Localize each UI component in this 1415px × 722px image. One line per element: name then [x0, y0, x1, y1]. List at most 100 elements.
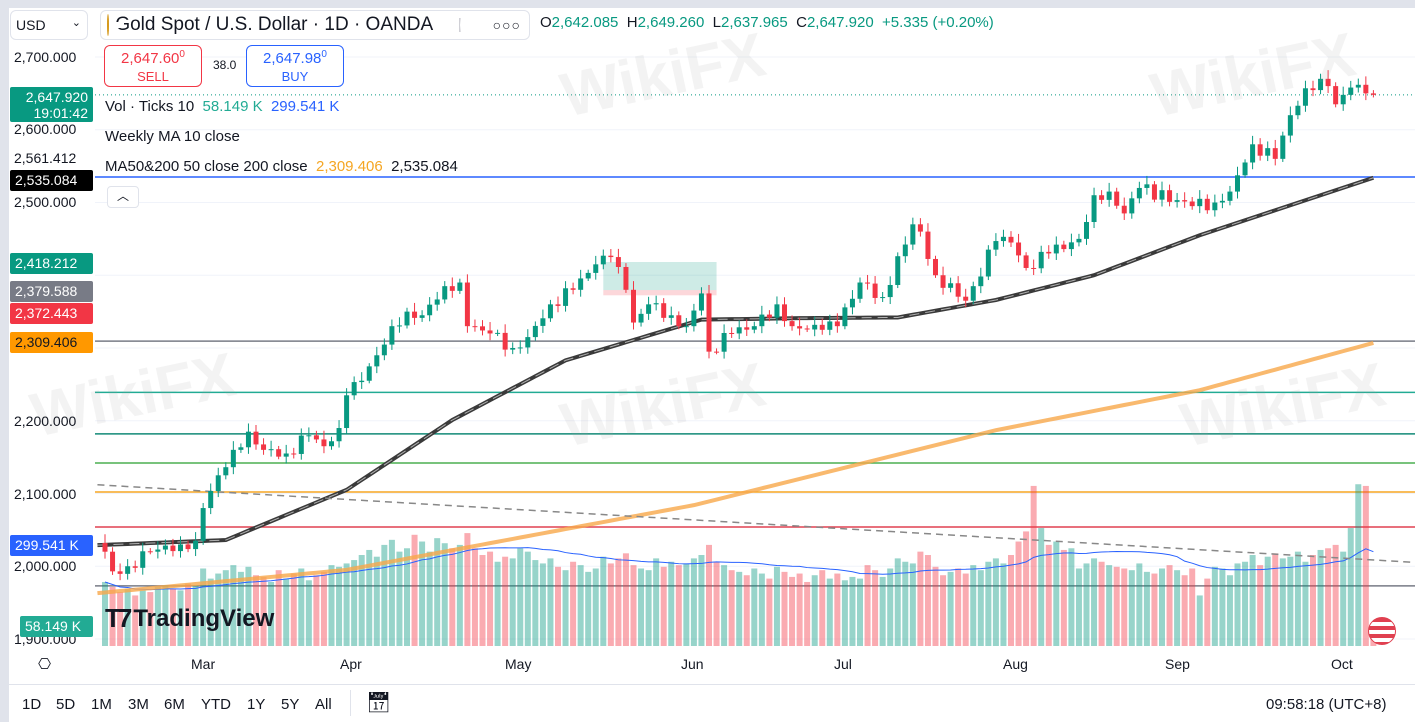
- candle-body: [902, 244, 908, 257]
- candle-body: [714, 351, 720, 353]
- volume-bar: [592, 568, 599, 646]
- volume-bar: [320, 571, 327, 646]
- volume-bar: [1075, 568, 1082, 646]
- volume-bar: [200, 568, 207, 646]
- candle-body: [1318, 78, 1324, 91]
- volume-bar: [1143, 571, 1150, 646]
- candle-body: [766, 314, 772, 318]
- candle-body: [510, 348, 516, 350]
- candle-body: [1038, 251, 1044, 269]
- volume-bar: [1272, 553, 1279, 646]
- more-icon[interactable]: ○○○: [492, 17, 521, 33]
- volume-bar: [109, 587, 116, 646]
- range-1m[interactable]: 1M: [91, 696, 112, 713]
- candle-body: [706, 293, 712, 352]
- candle-body: [887, 284, 893, 298]
- volume-bar: [245, 566, 252, 646]
- volume-bar: [1121, 568, 1128, 646]
- volume-bar: [947, 571, 954, 646]
- zone-top-badge: 2,418.212: [10, 253, 93, 274]
- range-6m[interactable]: 6M: [164, 696, 185, 713]
- volume-bar: [804, 581, 811, 646]
- weekly-ma-legend[interactable]: Weekly MA 10 close: [105, 128, 240, 145]
- candle-body: [1265, 148, 1271, 156]
- zone-profit: [603, 262, 717, 291]
- volume-bar: [751, 568, 758, 646]
- volume-legend[interactable]: Vol · Ticks 10 58.149 K 299.541 K: [105, 98, 340, 115]
- volume-bar: [449, 548, 456, 646]
- candle-body: [1000, 236, 1006, 242]
- candle-body: [1136, 187, 1142, 199]
- candle-body: [978, 276, 984, 287]
- volume-bar: [857, 578, 863, 646]
- volume-bar: [902, 561, 909, 646]
- currency-select[interactable]: USD ⌄: [10, 10, 88, 40]
- volume-bar: [736, 571, 743, 646]
- volume-bar: [230, 565, 237, 646]
- candle-body: [1046, 251, 1052, 254]
- candle-body: [683, 326, 689, 328]
- volume-bar: [766, 578, 773, 646]
- range-1d[interactable]: 1D: [22, 696, 42, 713]
- range-3m[interactable]: 3M: [128, 696, 149, 713]
- volume-bar: [841, 580, 848, 646]
- clock[interactable]: 09:58:18 (UTC+8): [1266, 696, 1387, 713]
- candle-body: [193, 540, 199, 550]
- volume-bar: [162, 585, 169, 646]
- volume-bar: [366, 549, 373, 646]
- candle-body: [1016, 242, 1022, 256]
- volume-bar: [600, 556, 607, 646]
- candle-body: [140, 551, 146, 568]
- candle-body: [381, 344, 387, 356]
- range-5d[interactable]: 5D: [56, 696, 76, 713]
- candle-body: [834, 321, 840, 327]
- volume-bar: [381, 544, 388, 646]
- volume-bar: [690, 558, 697, 646]
- symbol-name: Gold Spot / U.S. Dollar · 1D · OANDA: [115, 14, 434, 35]
- volume-bar: [555, 566, 561, 646]
- range-1y[interactable]: 1Y: [247, 696, 266, 713]
- candle-body: [427, 304, 433, 316]
- tradingview-icon: T7: [105, 603, 132, 633]
- range-5y[interactable]: 5Y: [281, 696, 300, 713]
- volume-bar: [426, 551, 433, 646]
- volume-bar: [464, 533, 471, 646]
- collapse-legend-button[interactable]: ︿: [107, 186, 139, 208]
- settings-icon[interactable]: ⎔: [38, 656, 52, 673]
- candle-body: [985, 249, 991, 277]
- volume-bar: [1000, 563, 1007, 646]
- sell-button[interactable]: 2,647.600 SELL: [104, 45, 202, 87]
- volume-bar: [419, 541, 426, 646]
- volume-bar: [607, 563, 614, 646]
- buy-button[interactable]: 2,647.980 BUY: [246, 45, 344, 87]
- symbol-title[interactable]: Gold Spot / U.S. Dollar · 1D · OANDA ○○○: [100, 10, 530, 40]
- candle-body: [917, 224, 923, 232]
- volume-bar: [524, 551, 531, 646]
- range-all[interactable]: All: [315, 696, 332, 713]
- range-ytd[interactable]: YTD: [201, 696, 231, 713]
- candle-body: [464, 282, 470, 327]
- candle-body: [1091, 195, 1097, 223]
- time-tick: Jul: [834, 656, 852, 672]
- candle-body: [344, 395, 350, 429]
- candle-body: [646, 304, 652, 314]
- volume-bar: [1098, 561, 1105, 646]
- candle-body: [1212, 202, 1218, 211]
- us-flag-icon[interactable]: [1368, 617, 1396, 645]
- ma-legend[interactable]: MA50&200 50 close 200 close 2,309.406 2,…: [105, 158, 458, 175]
- candle-body: [827, 321, 833, 330]
- candle-body: [117, 571, 123, 574]
- candle-body: [638, 313, 644, 323]
- volume-bar: [192, 585, 199, 646]
- candle-body: [404, 311, 410, 326]
- calendar-goto-icon[interactable]: 📅︎: [366, 692, 392, 714]
- volume-bar: [404, 548, 410, 646]
- ohlc-readout: O2,642.085 H2,649.260 L2,637.965 C2,647.…: [540, 14, 994, 31]
- candle-body: [623, 266, 629, 290]
- candle-body: [230, 449, 236, 468]
- candle-body: [276, 449, 282, 457]
- flag-icon[interactable]: [459, 18, 461, 32]
- candle-body: [517, 347, 523, 349]
- volume-bar: [1015, 541, 1022, 646]
